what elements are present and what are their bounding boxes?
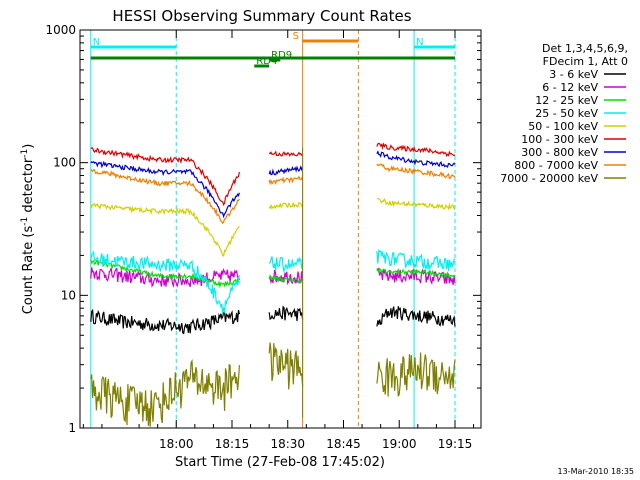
series-trace-3-seg-1: [269, 256, 304, 274]
series-trace-3-seg-2: [376, 248, 456, 272]
x-tick-label-3: 18:45: [326, 437, 361, 451]
series-trace-0-seg-2: [376, 306, 456, 327]
legend-entry-7: 800 - 7000 keV: [514, 159, 598, 172]
x-tick-label-5: 19:15: [438, 437, 473, 451]
series-trace-8-seg-1: [268, 342, 304, 390]
y-axis-label: Count Rate (s-1 detector-1): [20, 144, 36, 315]
legend-entry-2: 12 - 25 keV: [535, 94, 598, 107]
series-trace-1-seg-1: [269, 269, 304, 286]
series-trace-4-seg-2: [376, 197, 455, 211]
series-trace-5-seg-0: [90, 147, 240, 207]
legend-entry-4: 50 - 100 keV: [528, 120, 598, 133]
flag-label-4: RD9: [271, 50, 292, 61]
y-tick-label-1: 10: [61, 288, 76, 302]
y-tick-label-0: 1: [68, 421, 76, 435]
series-trace-6-seg-1: [268, 165, 304, 176]
legend-entry-3: 25 - 50 keV: [535, 107, 598, 120]
series-trace-5-seg-1: [268, 150, 303, 157]
x-tick-label-4: 19:00: [382, 437, 417, 451]
series-trace-7-seg-0: [90, 169, 240, 225]
legend: Det 1,3,4,5,6,9,FDecim 1, Att 03 - 6 keV…: [500, 42, 628, 185]
flag-label-2: S: [293, 31, 299, 42]
series-trace-7-seg-2: [376, 163, 456, 180]
legend-entry-8: 7000 - 20000 keV: [500, 172, 598, 185]
chart-title: HESSI Observing Summary Count Rates: [112, 7, 411, 25]
series-trace-0-seg-1: [268, 305, 304, 322]
series-trace-4-seg-1: [268, 201, 303, 210]
x-axis-label: Start Time (27-Feb-08 17:45:02): [175, 455, 385, 470]
legend-header-1: FDecim 1, Att 0: [543, 55, 628, 68]
series-trace-7-seg-1: [268, 175, 304, 186]
series-trace-6-seg-2: [376, 150, 456, 168]
series-trace-3-seg-0: [90, 250, 240, 314]
series-trace-2-seg-1: [268, 274, 304, 284]
legend-entry-5: 100 - 300 keV: [521, 133, 598, 146]
flag-label-1: N: [416, 37, 423, 48]
flag-label-3: RD4: [256, 56, 277, 67]
axes: 18:00 18:15 18:30 18:45 19:00 19:15 1 10 100 1000: [45, 23, 481, 451]
plot-frame: [79, 29, 482, 429]
x-tick-label-1: 18:15: [215, 437, 250, 451]
flag-label-0: N: [93, 37, 100, 48]
legend-header-0: Det 1,3,4,5,6,9,: [542, 42, 628, 55]
y-tick-label-2: 100: [53, 156, 76, 170]
footer-timestamp: 13-Mar-2010 18:35: [558, 467, 635, 476]
x-tick-label-0: 18:00: [159, 437, 194, 451]
legend-entry-0: 3 - 6 keV: [549, 68, 598, 81]
series-trace-4-seg-0: [90, 202, 240, 257]
legend-entry-6: 300 - 800 keV: [521, 146, 598, 159]
legend-entry-1: 6 - 12 keV: [542, 81, 598, 94]
series-trace-1-seg-0: [90, 267, 240, 288]
x-tick-label-2: 18:30: [270, 437, 305, 451]
series-trace-0-seg-0: [90, 308, 240, 335]
series-trace-2-seg-2: [376, 267, 456, 279]
y-tick-label-3: 1000: [45, 23, 76, 37]
series-trace-8-seg-2: [376, 352, 456, 397]
series-trace-8-seg-0: [90, 358, 240, 427]
series-trace-5-seg-2: [376, 142, 456, 157]
series-trace-6-seg-0: [90, 160, 240, 219]
